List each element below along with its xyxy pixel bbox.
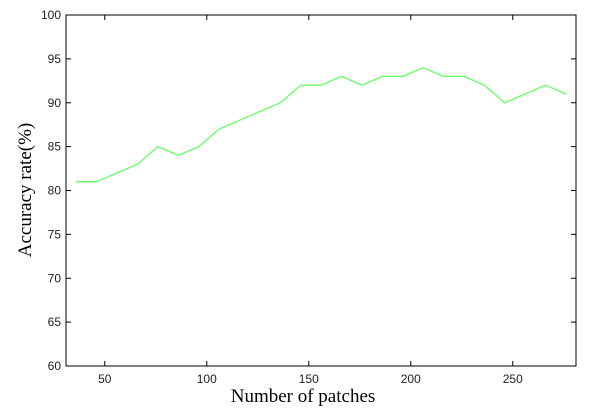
data-point [524, 93, 526, 95]
data-point [422, 67, 424, 69]
data-point [218, 128, 220, 130]
data-point [463, 75, 465, 78]
y-tick-label: 80 [48, 184, 62, 198]
plot-background [66, 15, 576, 366]
data-point [402, 75, 404, 78]
y-tick-label: 90 [48, 96, 62, 110]
plot-frame [65, 14, 577, 367]
y-tick-label: 95 [48, 52, 62, 66]
data-point [157, 146, 159, 148]
y-tick-label: 100 [41, 8, 61, 22]
y-axis-label: Accuracy rate(%) [15, 123, 36, 257]
data-point [504, 102, 506, 104]
y-tick-label: 70 [48, 271, 62, 285]
data-point [198, 146, 200, 148]
y-tick-label: 85 [48, 140, 62, 154]
y-tick-label: 75 [48, 227, 62, 241]
data-point [259, 110, 261, 113]
data-point [381, 75, 383, 78]
data-point [320, 84, 322, 86]
y-tick-label: 60 [48, 359, 62, 373]
data-point [340, 75, 342, 78]
data-point [544, 84, 547, 86]
data-point [279, 102, 281, 104]
x-tick-label: 50 [98, 372, 112, 386]
data-point [483, 84, 485, 86]
data-point [75, 181, 77, 183]
data-point [361, 84, 363, 86]
data-point [116, 172, 118, 174]
x-tick-label: 100 [197, 372, 217, 386]
series-group [75, 67, 567, 183]
data-point [300, 84, 302, 86]
data-point [96, 181, 98, 183]
data-point [238, 119, 240, 121]
x-axis-label: Number of patches [231, 386, 376, 407]
data-point [177, 154, 179, 156]
x-tick-label: 250 [503, 372, 523, 386]
y-tick-label: 65 [48, 315, 62, 329]
data-point [442, 75, 444, 78]
data-point [565, 93, 567, 95]
tick-labels: 50 100 150 200 250 60 65 70 75 80 85 90 95 100 [41, 8, 523, 386]
data-point [136, 163, 138, 165]
x-tick-label: 200 [401, 372, 421, 386]
x-tick-label: 150 [299, 372, 319, 386]
